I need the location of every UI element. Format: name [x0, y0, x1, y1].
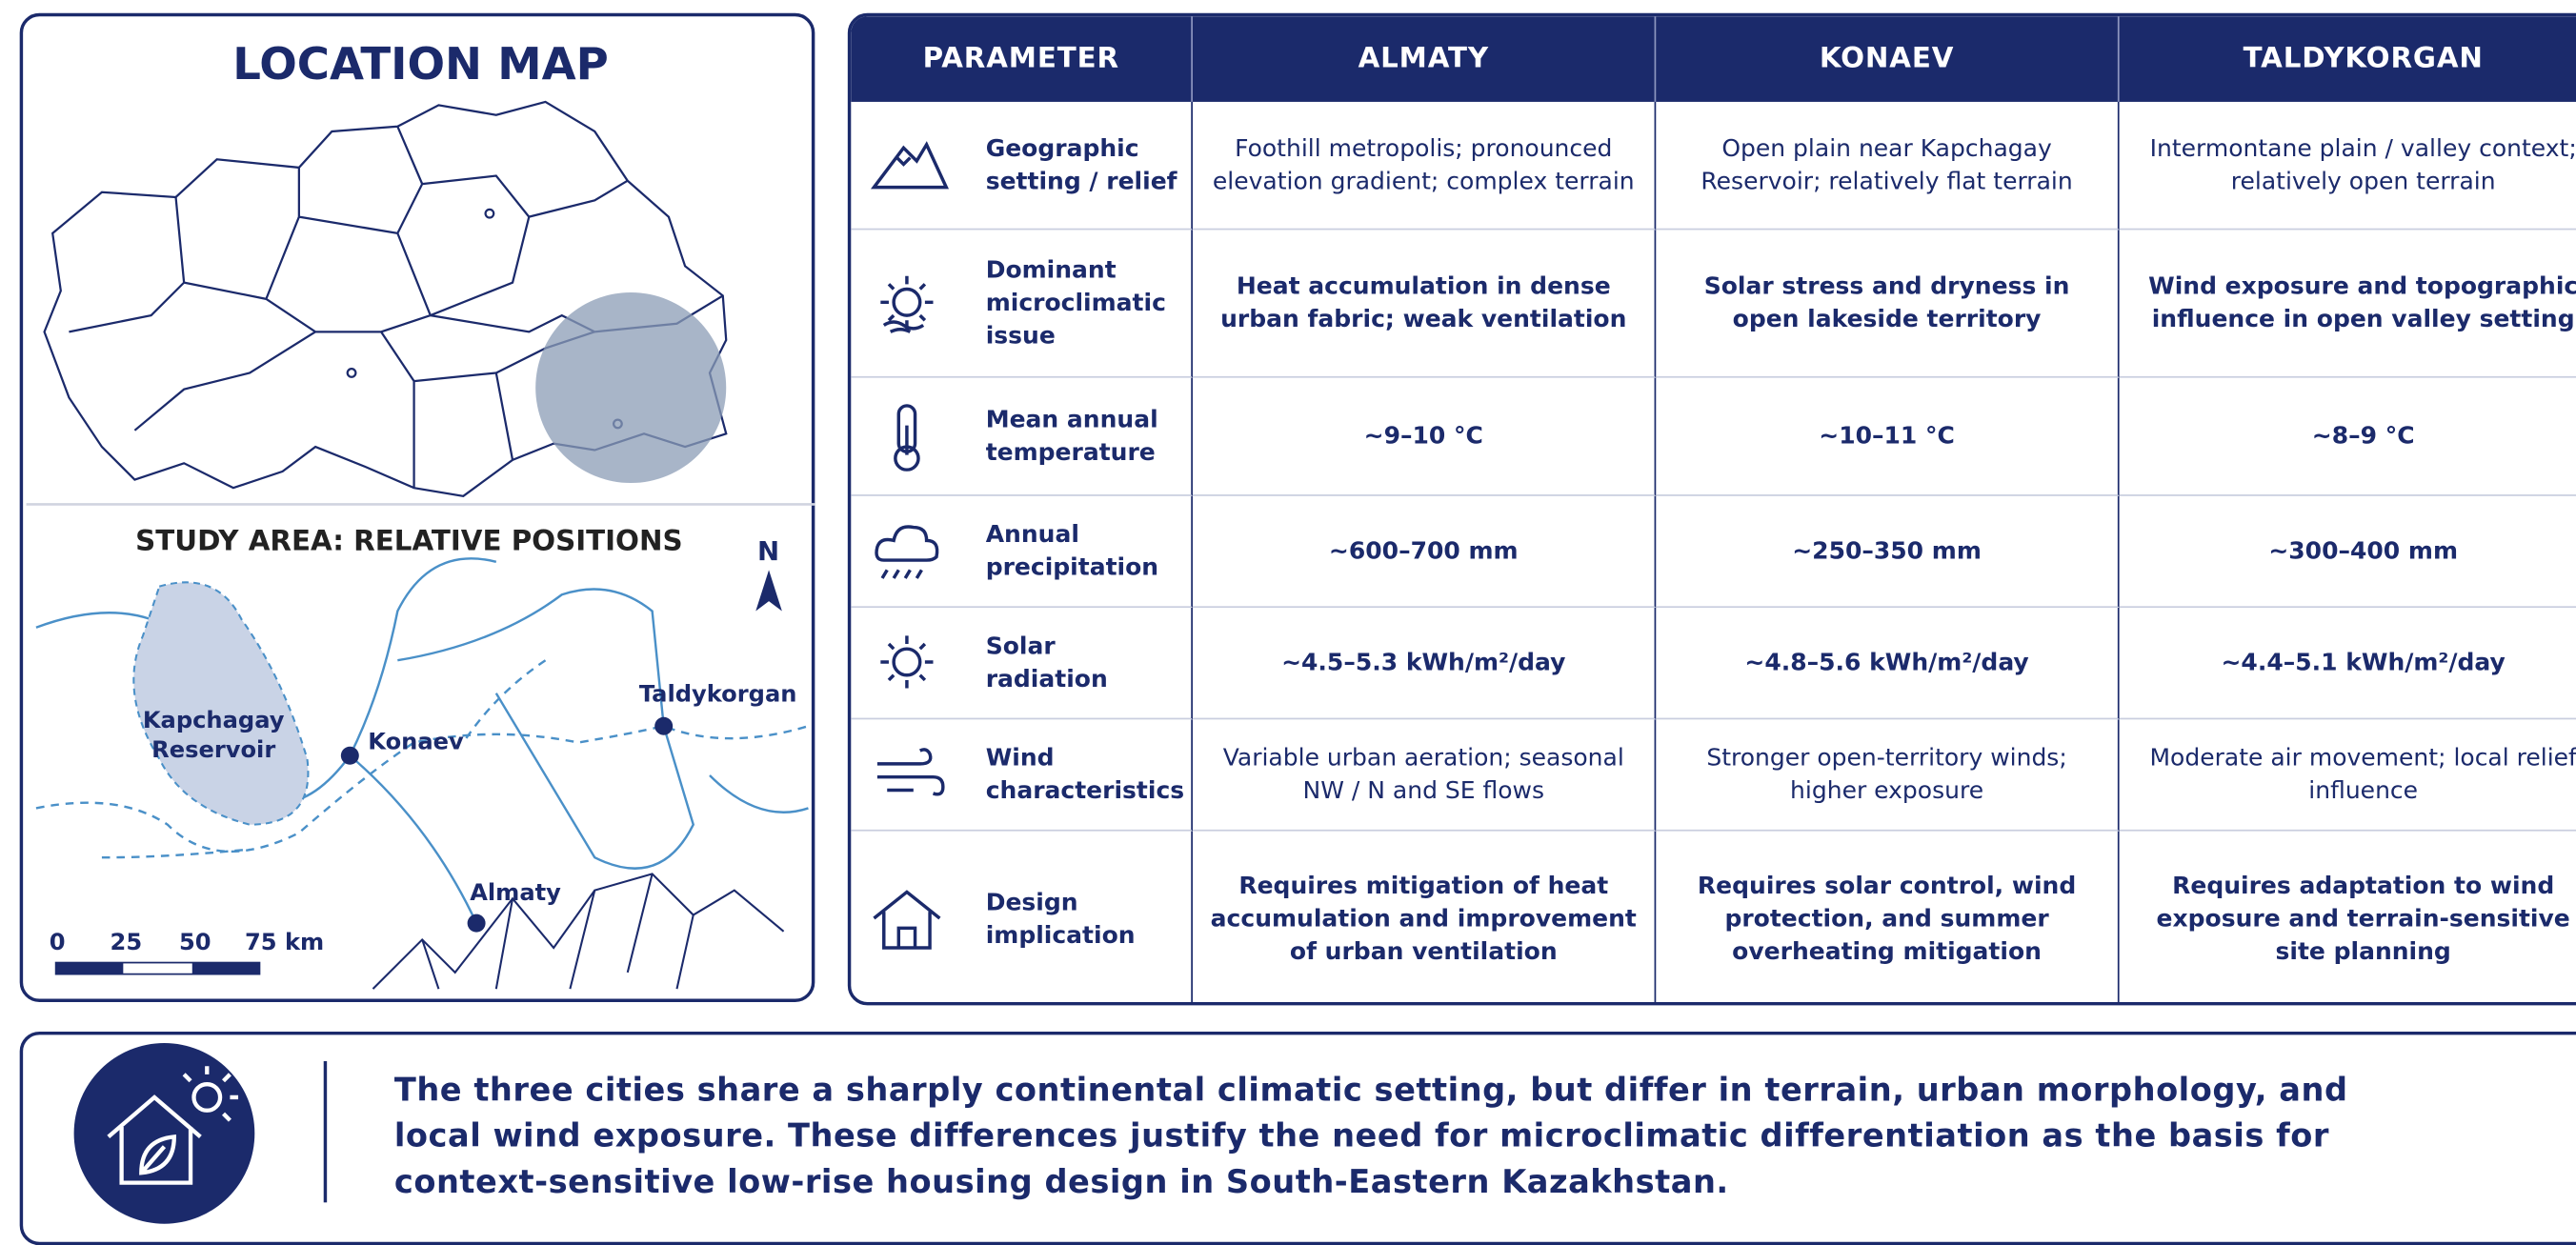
header-cell: TALDYKORGAN	[2119, 16, 2576, 102]
reservoir	[132, 581, 310, 826]
value-cell-text: ~4.4–5.1 kWh/m²/day	[2221, 650, 2506, 676]
value-cell-text: ~4.5–5.3 kWh/m²/day	[1281, 650, 1566, 676]
value-cell-text: ~10–11 °C	[1819, 423, 1955, 450]
comparison-table: PARAMETER ALMATY KONAEV TALDYKORGAN Geograph…	[847, 12, 2576, 1006]
value-cell: Heat accumulation in dense urban fabric;…	[1192, 230, 1657, 378]
study-area-highlight	[535, 291, 727, 484]
map-title: LOCATION MAP	[232, 39, 609, 90]
scale-bar-segment	[55, 962, 124, 974]
value-cell-text: ~4.8–5.6 kWh/m²/day	[1744, 650, 2029, 676]
parameter-cell-text: Mean annual temperature	[985, 406, 1158, 466]
place-label: Konaev	[368, 729, 464, 756]
value-cell-text: ~600–700 mm	[1328, 537, 1519, 565]
parameter-cell-text: Solar radiation	[985, 633, 1108, 693]
value-cell: ~8–9 °C	[2119, 378, 2576, 496]
scale-label: 50	[178, 930, 211, 956]
header-cell: PARAMETER	[851, 16, 1193, 102]
value-cell: Stronger open-territory winds; higher ex…	[1656, 719, 2120, 832]
value-cell: Requires solar control, wind protection,…	[1656, 831, 2120, 1002]
parameter-cell: Solar radiation	[851, 608, 1193, 720]
parameter-cell-text: Geographic setting / relief	[985, 135, 1177, 195]
map-subtitle: STUDY AREA: RELATIVE POSITIONS	[135, 525, 683, 559]
parameter-icon	[880, 634, 934, 688]
value-cell-text: Variable urban aeration; seasonal NW / N…	[1222, 745, 1624, 805]
place-label: Taldykorgan	[638, 681, 797, 709]
parameter-cell: Mean annual temperature	[851, 377, 1193, 496]
value-cell-text: ~250–350 mm	[1792, 537, 1982, 565]
scale-label: 0	[49, 930, 66, 956]
parameter-cell-text: Wind characteristics	[985, 745, 1185, 805]
parameter-cell-text: Design implication	[985, 889, 1136, 949]
value-cell-text: ~8–9 °C	[2311, 423, 2415, 450]
value-cell: ~9–10 °C	[1192, 377, 1657, 496]
parameter-cell: Annual precipitation	[851, 495, 1193, 609]
value-cell-text: ~9–10 °C	[1363, 423, 1483, 450]
scale-bar-segment	[191, 962, 260, 974]
parameter-icon	[873, 889, 941, 949]
value-cell: ~250–350 mm	[1656, 495, 2120, 609]
header-cell-text: ALMATY	[1358, 42, 1489, 76]
value-cell: ~600–700 mm	[1192, 495, 1657, 609]
parameter-cell-text: Annual precipitation	[985, 521, 1159, 581]
map-panel: LOCATION MAP STUDY AREA: RELATIVE POSITI…	[19, 12, 815, 1002]
value-cell: Foothill metropolis; pronounced elevatio…	[1192, 101, 1657, 231]
city-markers	[340, 716, 674, 933]
parameter-icon	[880, 274, 934, 333]
value-cell: Solar stress and dryness in open lakesid…	[1656, 230, 2120, 378]
value-cell-text: Requires solar control, wind protection,…	[1697, 873, 2077, 966]
summary-divider	[323, 1061, 328, 1203]
header-cell: KONAEV	[1656, 16, 2120, 102]
parameter-cell: Wind characteristics	[851, 719, 1193, 832]
value-cell: Requires adaptation to wind exposure and…	[2120, 832, 2576, 1002]
value-cell: Moderate air movement; local relief infl…	[2119, 719, 2576, 832]
parameter-cell: Geographic setting / relief	[851, 101, 1193, 231]
value-cell: Intermontane plain / valley context; rel…	[2119, 102, 2576, 231]
value-cell-text: Moderate air movement; local relief infl…	[2149, 745, 2576, 805]
parameter-icon	[894, 403, 920, 472]
scale-label: 25	[110, 930, 143, 956]
summary-box: The three cities share a sharply contine…	[19, 1031, 2576, 1245]
value-cell: Wind exposure and topographic influence …	[2119, 230, 2576, 378]
parameter-icon	[870, 140, 950, 189]
header-cell-text: PARAMETER	[922, 42, 1119, 76]
summary-text: The three cities share a sharply contine…	[393, 1071, 2348, 1201]
value-cell: ~10–11 °C	[1656, 377, 2120, 496]
summary-icon	[73, 1043, 255, 1224]
parameter-cell-text: Dominant microclimatic issue	[985, 256, 1166, 350]
parameter-cell: Design implication	[851, 831, 1193, 1002]
header-cell-text: TALDYKORGAN	[2243, 42, 2484, 76]
map-graphic	[26, 100, 815, 990]
mountains	[372, 873, 785, 990]
value-cell-text: Heat accumulation in dense urban fabric;…	[1220, 273, 1627, 333]
value-cell-text: Foothill metropolis; pronounced elevatio…	[1212, 135, 1635, 195]
value-cell-text: Wind exposure and topographic influence …	[2148, 273, 2576, 333]
value-cell: ~300–400 mm	[2119, 496, 2576, 609]
value-cell-text: Requires adaptation to wind exposure and…	[2156, 873, 2570, 966]
parameter-icon	[875, 524, 939, 579]
value-cell-text: ~300–400 mm	[2268, 537, 2458, 565]
parameter-icon	[876, 747, 945, 795]
value-cell: Variable urban aeration; seasonal NW / N…	[1192, 719, 1657, 832]
value-cell-text: Open plain near Kapchagay Reservoir; rel…	[1701, 135, 2073, 195]
boundaries	[35, 659, 809, 859]
parameter-cell: Dominant microclimatic issue	[851, 230, 1193, 378]
header-cell-text: KONAEV	[1819, 42, 1955, 76]
value-cell: Requires mitigation of heat accumulation…	[1193, 831, 1657, 1002]
value-cell: ~4.8–5.6 kWh/m²/day	[1656, 608, 2120, 720]
scale-label: 75 km	[244, 930, 325, 956]
place-label: Kapchagay Reservoir	[142, 708, 285, 764]
value-cell-text: Intermontane plain / valley context; rel…	[2149, 135, 2576, 195]
header-cell: ALMATY	[1192, 16, 1657, 102]
north-label: N	[756, 535, 780, 567]
north-arrow	[755, 570, 782, 612]
value-cell-text: Solar stress and dryness in open lakesid…	[1703, 273, 2070, 333]
value-cell: Open plain near Kapchagay Reservoir; rel…	[1656, 101, 2120, 231]
value-cell: ~4.4–5.1 kWh/m²/day	[2119, 608, 2576, 720]
value-cell: ~4.5–5.3 kWh/m²/day	[1192, 608, 1657, 720]
value-cell-text: Requires mitigation of heat accumulation…	[1210, 873, 1637, 966]
place-label: Almaty	[470, 880, 561, 907]
value-cell-text: Stronger open-territory winds; higher ex…	[1706, 745, 2067, 805]
